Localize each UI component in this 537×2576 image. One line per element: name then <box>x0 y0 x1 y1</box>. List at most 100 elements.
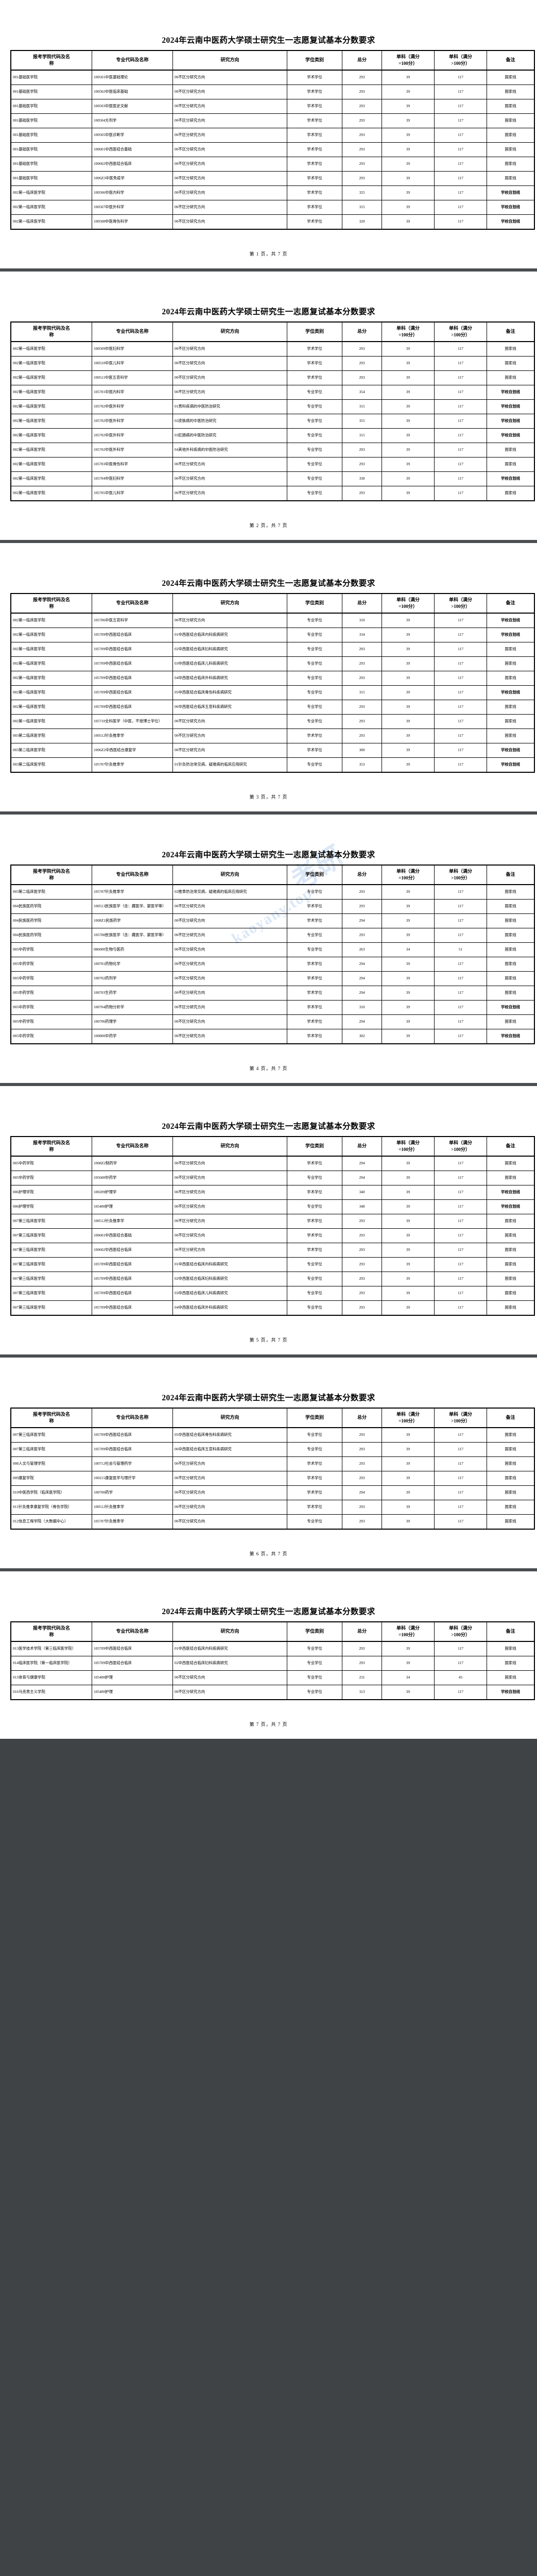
cell-note: 国家线 <box>487 1427 535 1443</box>
cell-note: 国家线 <box>487 1485 535 1500</box>
cell-total: 354 <box>342 385 382 400</box>
table-header: 报考学院代码及名称 专业代码及名称 研究方向 学位类别 总分 单科（满分 =100… <box>10 50 535 71</box>
cell-direction: 00不区分研究方向 <box>172 1685 287 1700</box>
cell-degree: 专业学位 <box>287 399 342 414</box>
cell-degree: 学术学位 <box>287 171 342 186</box>
cell-total: 293 <box>342 899 382 914</box>
cell-single-eq100: 39 <box>382 171 435 186</box>
document-page: 2024年云南中医药大学硕士研究生一志愿复试基本分数要求 报考学院代码及名称 专… <box>0 0 537 268</box>
cell-single-eq100: 39 <box>382 685 435 700</box>
cell-single-eq100: 39 <box>382 928 435 943</box>
cell-college: 012信息工程学院（大数据中心） <box>10 1514 92 1530</box>
cell-degree: 专业学位 <box>287 428 342 443</box>
cell-single-gt100: 117 <box>434 1257 487 1272</box>
table-row: 008人文与管理学院 100712社会与管理药学 00不区分研究方向 学术学位 293 3… <box>10 1456 535 1471</box>
cell-note: 国家线 <box>487 70 535 85</box>
cell-note: 国家线 <box>487 1272 535 1286</box>
cell-college: 001基础医学院 <box>10 128 92 143</box>
cell-note: 国家线 <box>487 899 535 914</box>
cell-total: 293 <box>342 1471 382 1486</box>
cell-direction: 00不区分研究方向 <box>172 1471 287 1486</box>
cell-major: 105400护理 <box>92 1199 173 1214</box>
cell-single-gt100: 117 <box>434 1300 487 1316</box>
col-direction: 研究方向 <box>172 865 287 885</box>
cell-degree: 学术学位 <box>287 1228 342 1243</box>
cell-degree: 学术学位 <box>287 1471 342 1486</box>
cell-college: 001基础医学院 <box>10 99 92 114</box>
cell-single-gt100: 117 <box>434 443 487 457</box>
page-footer: 第 2 页，共 7 页 <box>249 523 288 528</box>
cell-direction: 00不区分研究方向 <box>172 200 287 215</box>
cell-college: 002第一临床医学院 <box>10 656 92 671</box>
col-total: 总分 <box>342 1136 382 1157</box>
table-row: 010中医西学院（临床医学院） 100700药学 00不区分研究方向 学术学位 294 3… <box>10 1485 535 1500</box>
cell-total: 293 <box>342 1427 382 1443</box>
cell-college: 001基础医学院 <box>10 157 92 172</box>
table-header: 报考学院代码及名称 专业代码及名称 研究方向 学位类别 总分 单科（满分 =100… <box>10 1136 535 1157</box>
cell-college: 002第一临床医学院 <box>10 185 92 200</box>
score-table: 报考学院代码及名称 专业代码及名称 研究方向 学位类别 总分 单科（满分 =100… <box>10 1136 535 1316</box>
cell-direction: 00不区分研究方向 <box>172 743 287 758</box>
table-row: 002第一临床医学院 105702中医外科学 02皮肤病的中医防治研究 专业学位 355… <box>10 414 535 429</box>
table-row: 011针灸推拿康复学院（骨伤学院） 100512针灸推拿学 00不区分研究方向 学术学… <box>10 1500 535 1515</box>
col-college: 报考学院代码及名称 <box>10 1621 92 1642</box>
cell-major: 105701中医内科学 <box>92 385 173 400</box>
cell-degree: 专业学位 <box>287 1670 342 1685</box>
cell-single-gt100: 117 <box>434 157 487 172</box>
col-college: 报考学院代码及名称 <box>10 865 92 885</box>
table-body: 001基础医学院 100501中医基础理论 00不区分研究方向 学术学位 293 39 11… <box>10 70 535 230</box>
cell-single-gt100: 117 <box>434 728 487 743</box>
table-header-row: 报考学院代码及名称 专业代码及名称 研究方向 学位类别 总分 单科（满分 =100… <box>10 865 535 885</box>
table-row: 002第一临床医学院 105701中医内科学 00不区分研究方向 专业学位 354 39 1… <box>10 385 535 400</box>
table-row: 015体育与健康学院 105400护理 00不区分研究方向 专业学位 231 34 45 国家… <box>10 1670 535 1685</box>
page-title: 2024年云南中医药大学硕士研究生一志愿复试基本分数要求 <box>162 851 375 859</box>
cell-degree: 专业学位 <box>287 700 342 715</box>
cell-college: 001基础医学院 <box>10 113 92 128</box>
cell-single-eq100: 39 <box>382 884 435 900</box>
cell-single-gt100: 117 <box>434 1156 487 1171</box>
col-single-eq100: 单科（满分 =100分） <box>382 1136 435 1157</box>
cell-single-gt100: 117 <box>434 628 487 642</box>
cell-degree: 专业学位 <box>287 757 342 773</box>
cell-single-eq100: 39 <box>382 399 435 414</box>
cell-college: 003第二临床医学院 <box>10 757 92 773</box>
cell-note: 国家线 <box>487 1243 535 1258</box>
cell-major: 105707针灸推拿学 <box>92 1514 173 1530</box>
cell-note: 国家线 <box>487 642 535 657</box>
cell-single-gt100: 117 <box>434 1014 487 1029</box>
cell-single-eq100: 39 <box>382 84 435 99</box>
cell-direction: 00不区分研究方向 <box>172 1243 287 1258</box>
cell-college: 002第一临床医学院 <box>10 200 92 215</box>
cell-total: 293 <box>342 1456 382 1471</box>
cell-total: 313 <box>342 1685 382 1700</box>
cell-single-eq100: 39 <box>382 457 435 472</box>
col-direction: 研究方向 <box>172 50 287 71</box>
cell-college: 007第三临床医学院 <box>10 1272 92 1286</box>
cell-degree: 专业学位 <box>287 1257 342 1272</box>
cell-single-gt100: 117 <box>434 1485 487 1500</box>
cell-single-eq100: 39 <box>382 986 435 1001</box>
table-row: 005中药学院 100704药物分析学 00不区分研究方向 学术学位 310 39 117 学… <box>10 1000 535 1015</box>
cell-direction: 00不区分研究方向 <box>172 341 287 357</box>
cell-single-eq100: 39 <box>382 757 435 773</box>
page-top-spacer <box>10 1371 527 1384</box>
page-footer: 第 4 页，共 7 页 <box>249 1066 288 1071</box>
cell-total: 340 <box>342 1185 382 1200</box>
cell-degree: 专业学位 <box>287 1272 342 1286</box>
table-row: 007第三临床医学院 105709中西医结合临床 04中西医结合临床外科疾病研究 专业… <box>10 1300 535 1316</box>
cell-degree: 学术学位 <box>287 157 342 172</box>
cell-single-gt100: 117 <box>434 1171 487 1185</box>
cell-single-gt100: 117 <box>434 1471 487 1486</box>
cell-direction: 01男科疾病的中医防治研究 <box>172 399 287 414</box>
cell-single-gt100: 117 <box>434 214 487 230</box>
page-footer: 第 3 页，共 7 页 <box>249 794 288 800</box>
cell-note: 国家线 <box>487 913 535 928</box>
cell-degree: 专业学位 <box>287 443 342 457</box>
cell-total: 294 <box>342 913 382 928</box>
cell-single-eq100: 39 <box>382 656 435 671</box>
cell-total: 315 <box>342 399 382 414</box>
cell-major: 100512针灸推拿学 <box>92 1214 173 1229</box>
cell-single-eq100: 39 <box>382 142 435 157</box>
cell-degree: 专业学位 <box>287 714 342 729</box>
cell-single-eq100: 39 <box>382 743 435 758</box>
